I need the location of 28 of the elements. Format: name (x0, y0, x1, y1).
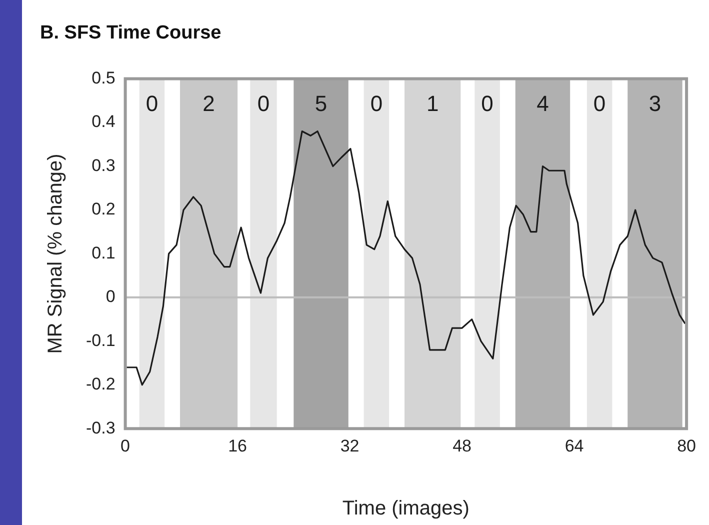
x-tick-label: 80 (677, 436, 696, 456)
x-tick-label: 64 (564, 436, 584, 456)
y-tick-label: -0.1 (86, 330, 116, 350)
y-tick-label: -0.2 (86, 374, 116, 394)
band-label: 0 (370, 90, 383, 116)
band-label: 3 (648, 90, 662, 116)
y-tick-label: 0.5 (92, 68, 116, 88)
band-label: 0 (481, 90, 494, 116)
y-tick-label: 0.1 (92, 243, 116, 262)
band-label: 0 (257, 90, 270, 116)
y-tick-label: 0.2 (92, 200, 116, 219)
x-tick-label: 48 (452, 436, 472, 456)
band-label: 0 (593, 90, 606, 116)
band-label: 4 (536, 90, 549, 116)
x-axis-title: Time (images) (342, 498, 470, 520)
y-tick-label: 0 (106, 287, 116, 306)
band-label: 2 (202, 90, 215, 116)
band-label: 0 (146, 90, 158, 116)
y-tick-label: 0.4 (92, 112, 116, 132)
x-tick-label: 0 (120, 436, 130, 456)
y-tick-label: 0.3 (92, 156, 116, 175)
band-label: 1 (426, 90, 439, 116)
x-tick-label: 16 (228, 436, 248, 456)
x-tick-label: 32 (340, 436, 360, 456)
band-label: 5 (314, 90, 328, 116)
y-axis-title: MR Signal (% change) (44, 154, 67, 354)
chart-title: B. SFS Time Course (40, 22, 222, 44)
y-tick-label: -0.3 (86, 418, 116, 438)
